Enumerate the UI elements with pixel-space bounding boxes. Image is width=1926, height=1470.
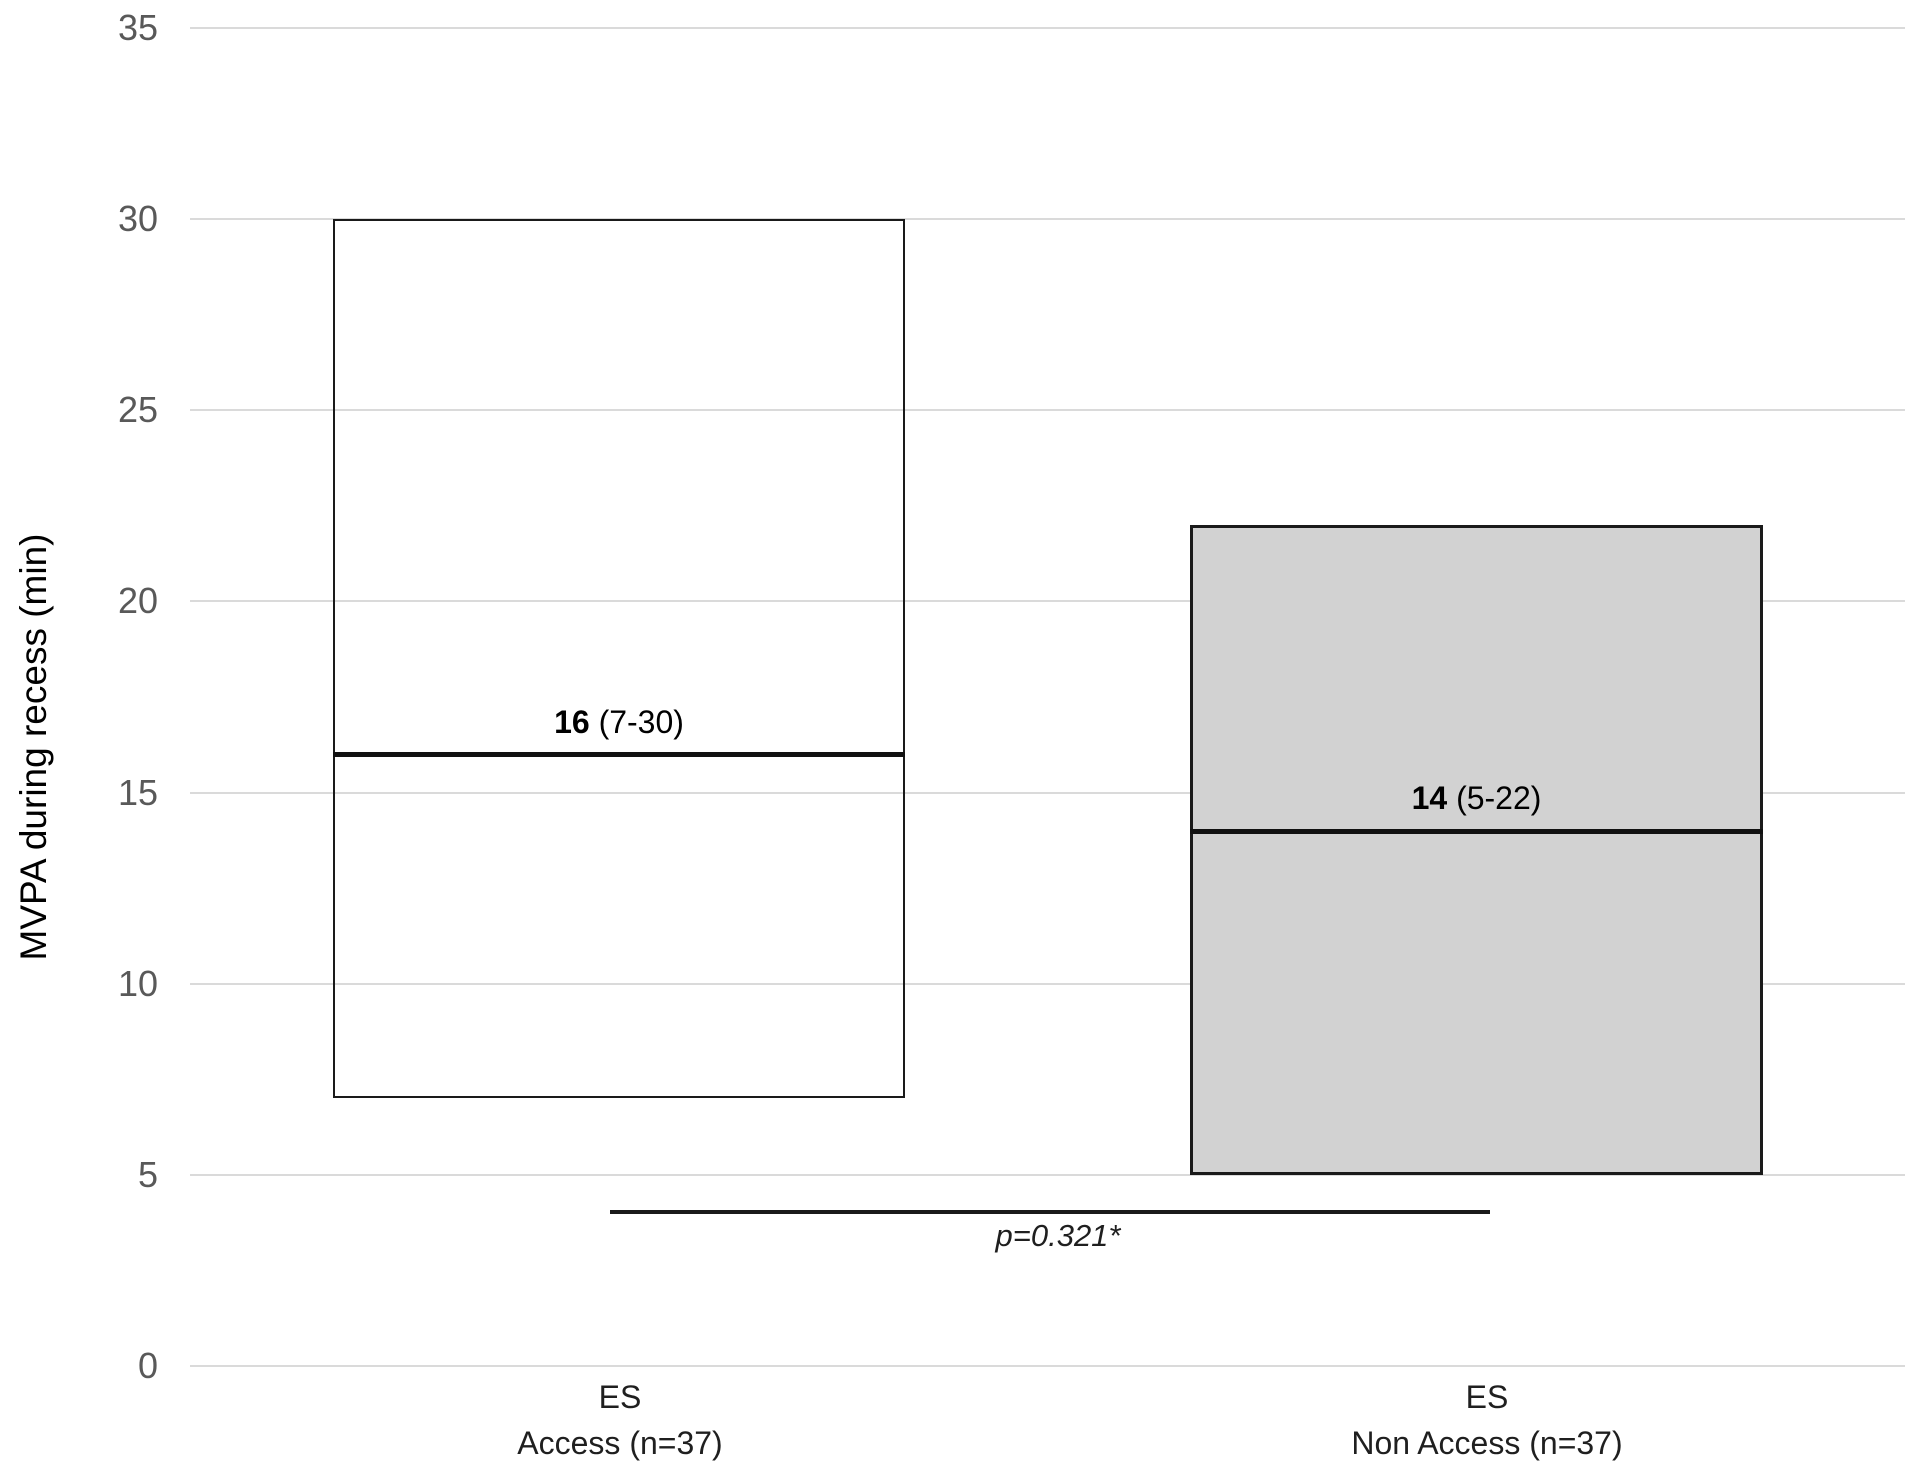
y-tick-label: 35 — [117, 7, 158, 48]
median-label-non-access: 14 (5-22) — [1190, 780, 1763, 817]
bar-access — [333, 219, 905, 1098]
median-range-non-access: (5-22) — [1447, 780, 1542, 816]
median-line-access — [333, 752, 905, 757]
significance-bracket-line — [610, 1210, 1490, 1214]
bar-non-access — [1190, 525, 1763, 1175]
y-tick-label: 10 — [117, 963, 158, 1004]
x-axis-label-non-access: ES Non Access (n=37) — [1187, 1374, 1787, 1466]
p-value-label: p=0.321* — [995, 1218, 1121, 1253]
y-tick-label: 15 — [117, 772, 158, 813]
median-value-non-access: 14 — [1411, 780, 1448, 816]
x-label-access-line2: Access (n=37) — [517, 1425, 723, 1461]
x-label-access-line1: ES — [598, 1379, 642, 1415]
median-value-access: 16 — [554, 704, 590, 740]
y-tick-label: 25 — [117, 389, 158, 430]
gridline — [190, 983, 1905, 985]
x-label-non-access-line1: ES — [1465, 1379, 1509, 1415]
y-tick-label: 0 — [137, 1345, 158, 1386]
median-range-access: (7-30) — [589, 704, 684, 740]
x-label-non-access-line2: Non Access (n=37) — [1351, 1425, 1623, 1461]
median-line-non-access — [1190, 829, 1763, 834]
gridline — [190, 1174, 1905, 1176]
gridline — [190, 409, 1905, 411]
gridline — [190, 792, 1905, 794]
median-label-access: 16 (7-30) — [333, 704, 905, 741]
y-tick-label: 30 — [117, 198, 158, 239]
gridline — [190, 1365, 1905, 1367]
x-axis-label-access: ES Access (n=37) — [320, 1374, 920, 1466]
y-tick-label: 5 — [137, 1154, 158, 1195]
gridline — [190, 218, 1905, 220]
gridline — [190, 600, 1905, 602]
gridline — [190, 27, 1905, 29]
y-tick-label: 20 — [117, 580, 158, 621]
